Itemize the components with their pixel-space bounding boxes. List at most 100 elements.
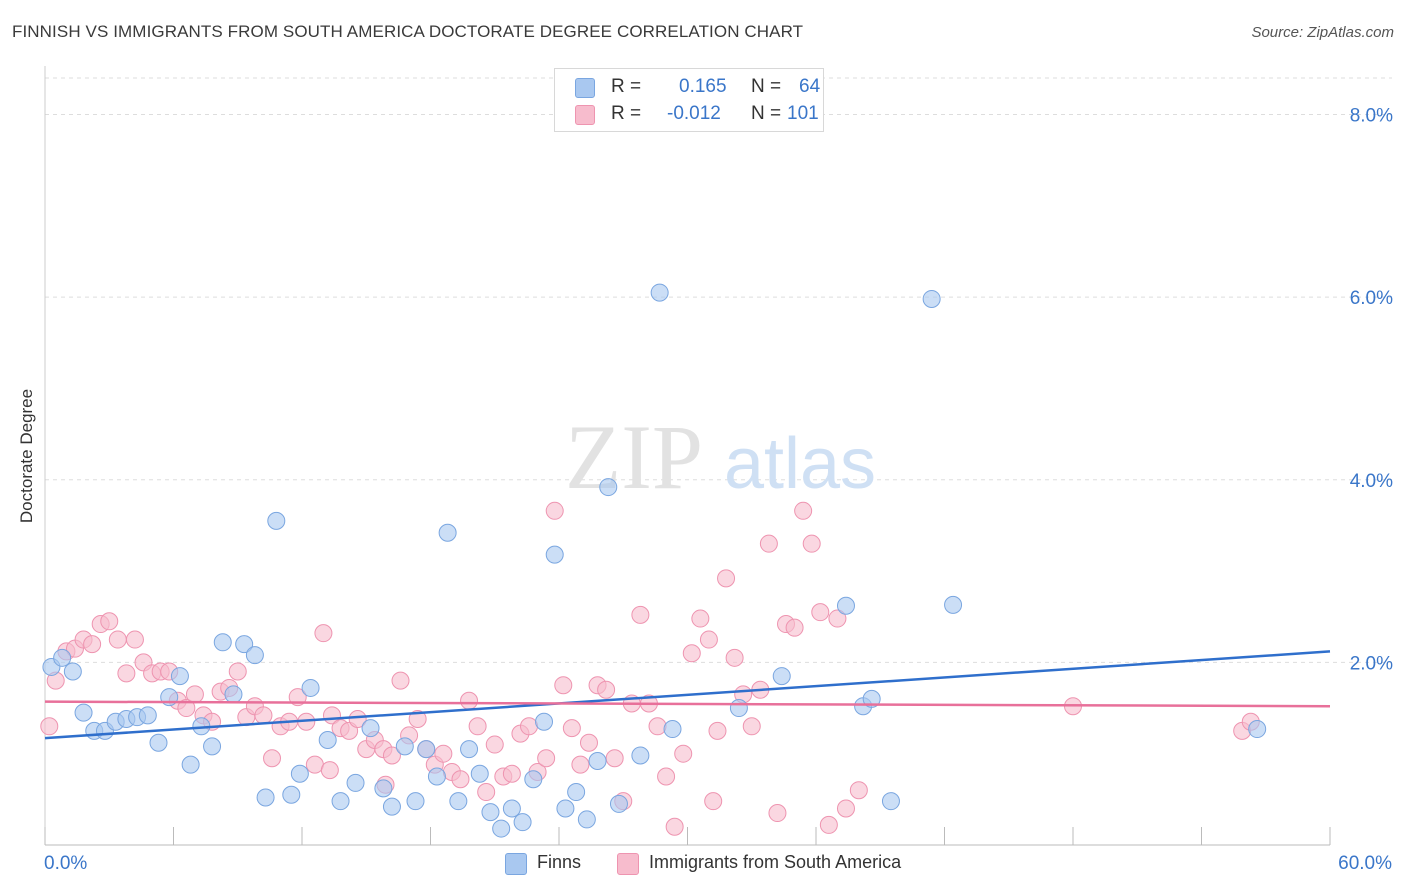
finns-point [1248, 720, 1267, 739]
finns-point [256, 788, 275, 807]
legend-r-value-immigrants: -0.012 [667, 103, 721, 124]
bottom-legend-swatch-finns [505, 853, 527, 875]
immigrants-point [314, 624, 333, 643]
immigrants-point [554, 676, 573, 695]
immigrants-point [485, 735, 504, 754]
series-finns-points [42, 283, 1267, 838]
immigrants-point [263, 749, 282, 768]
finns-point [149, 733, 168, 752]
immigrants-point [537, 749, 556, 768]
immigrants-point [742, 717, 761, 736]
y-tick-label: 6.0% [1350, 288, 1393, 309]
finns-point [502, 799, 521, 818]
finns-point [138, 706, 157, 725]
immigrants-point [83, 635, 102, 654]
trend-lines [44, 650, 1331, 740]
immigrants-point [562, 719, 581, 738]
immigrants-point [802, 534, 821, 553]
finns-point [282, 785, 301, 804]
finns-point [862, 689, 881, 708]
legend-swatch-immigrants [575, 105, 595, 125]
finns-point [170, 667, 189, 686]
immigrants-point [571, 755, 590, 774]
immigrants-point [759, 534, 778, 553]
immigrants-point [699, 630, 718, 649]
legend-n-value-immigrants: 101 [787, 103, 819, 124]
immigrants-point [717, 569, 736, 588]
series-immigrants-points [40, 501, 1260, 836]
finns-point [235, 635, 254, 654]
immigrants-point [819, 815, 838, 834]
finns-point [729, 699, 748, 718]
finns-point [524, 770, 543, 789]
immigrants-point [725, 648, 744, 667]
correlation-legend: R = 0.165 N = 64 R = -0.012 N = 101 [554, 68, 824, 132]
y-tick-label: 2.0% [1350, 653, 1393, 674]
finns-point [361, 719, 380, 738]
immigrants-point [117, 664, 136, 683]
finns-point [836, 596, 855, 615]
legend-n-label: N = [751, 103, 782, 124]
immigrants-point [811, 603, 830, 622]
immigrants-point [794, 501, 813, 520]
immigrants-point [657, 767, 676, 786]
legend-swatch-finns [575, 78, 595, 98]
finns-point [417, 740, 436, 759]
immigrants-point [682, 644, 701, 663]
watermark: ZIP atlas [565, 406, 876, 508]
x-tick-label-max: 60.0% [1338, 853, 1392, 874]
immigrants-point [468, 717, 487, 736]
immigrants-point [348, 709, 367, 728]
finns-point [395, 737, 414, 756]
finns-point [438, 523, 457, 542]
finns-point [772, 667, 791, 686]
bottom-legend-swatch-immigrants [617, 853, 639, 875]
finns-point [944, 595, 963, 614]
finns-point [406, 792, 425, 811]
finns-point [470, 764, 489, 783]
legend-r-label: R = [611, 103, 642, 124]
legend-n-label: N = [751, 76, 782, 97]
legend-r-value-finns: 0.165 [679, 76, 727, 97]
finns-point [267, 511, 286, 530]
immigrants-point [665, 817, 684, 836]
y-tick-label: 8.0% [1350, 106, 1393, 127]
finns-point [545, 545, 564, 564]
immigrants-trend-line [44, 700, 1331, 708]
finns-point [331, 792, 350, 811]
immigrants-point [691, 609, 710, 628]
x-tick-label-min: 0.0% [44, 853, 87, 874]
immigrants-point [520, 717, 539, 736]
immigrants-point [597, 680, 616, 699]
immigrants-point [704, 792, 723, 811]
immigrants-point [451, 770, 470, 789]
tick-labels: 2.0% 4.0% 6.0% 8.0% 0.0% 60.0% [44, 106, 1393, 874]
immigrants-point [125, 630, 144, 649]
finns-point [63, 662, 82, 681]
finns-point [181, 755, 200, 774]
finns-point [318, 730, 337, 749]
finns-point [556, 799, 575, 818]
immigrants-point [836, 799, 855, 818]
finns-point [301, 678, 320, 697]
finns-point [881, 792, 900, 811]
immigrants-point [477, 783, 496, 802]
bottom-legend-label-finns: Finns [537, 852, 582, 872]
finns-point [74, 703, 93, 722]
immigrants-point [391, 671, 410, 690]
legend-n-value-finns: 64 [799, 76, 821, 97]
finns-trend-line [44, 650, 1331, 740]
finns-point [481, 803, 500, 822]
y-tick-label: 4.0% [1350, 471, 1393, 492]
immigrants-point [305, 755, 324, 774]
chart-title: FINNISH VS IMMIGRANTS FROM SOUTH AMERICA… [12, 22, 804, 41]
finns-point [290, 764, 309, 783]
finns-point [492, 819, 511, 838]
immigrants-point [408, 709, 427, 728]
finns-point [922, 289, 941, 308]
finns-point [513, 813, 532, 832]
immigrants-point [785, 618, 804, 637]
finns-point [567, 783, 586, 802]
finns-point [427, 767, 446, 786]
finns-point [631, 746, 650, 765]
